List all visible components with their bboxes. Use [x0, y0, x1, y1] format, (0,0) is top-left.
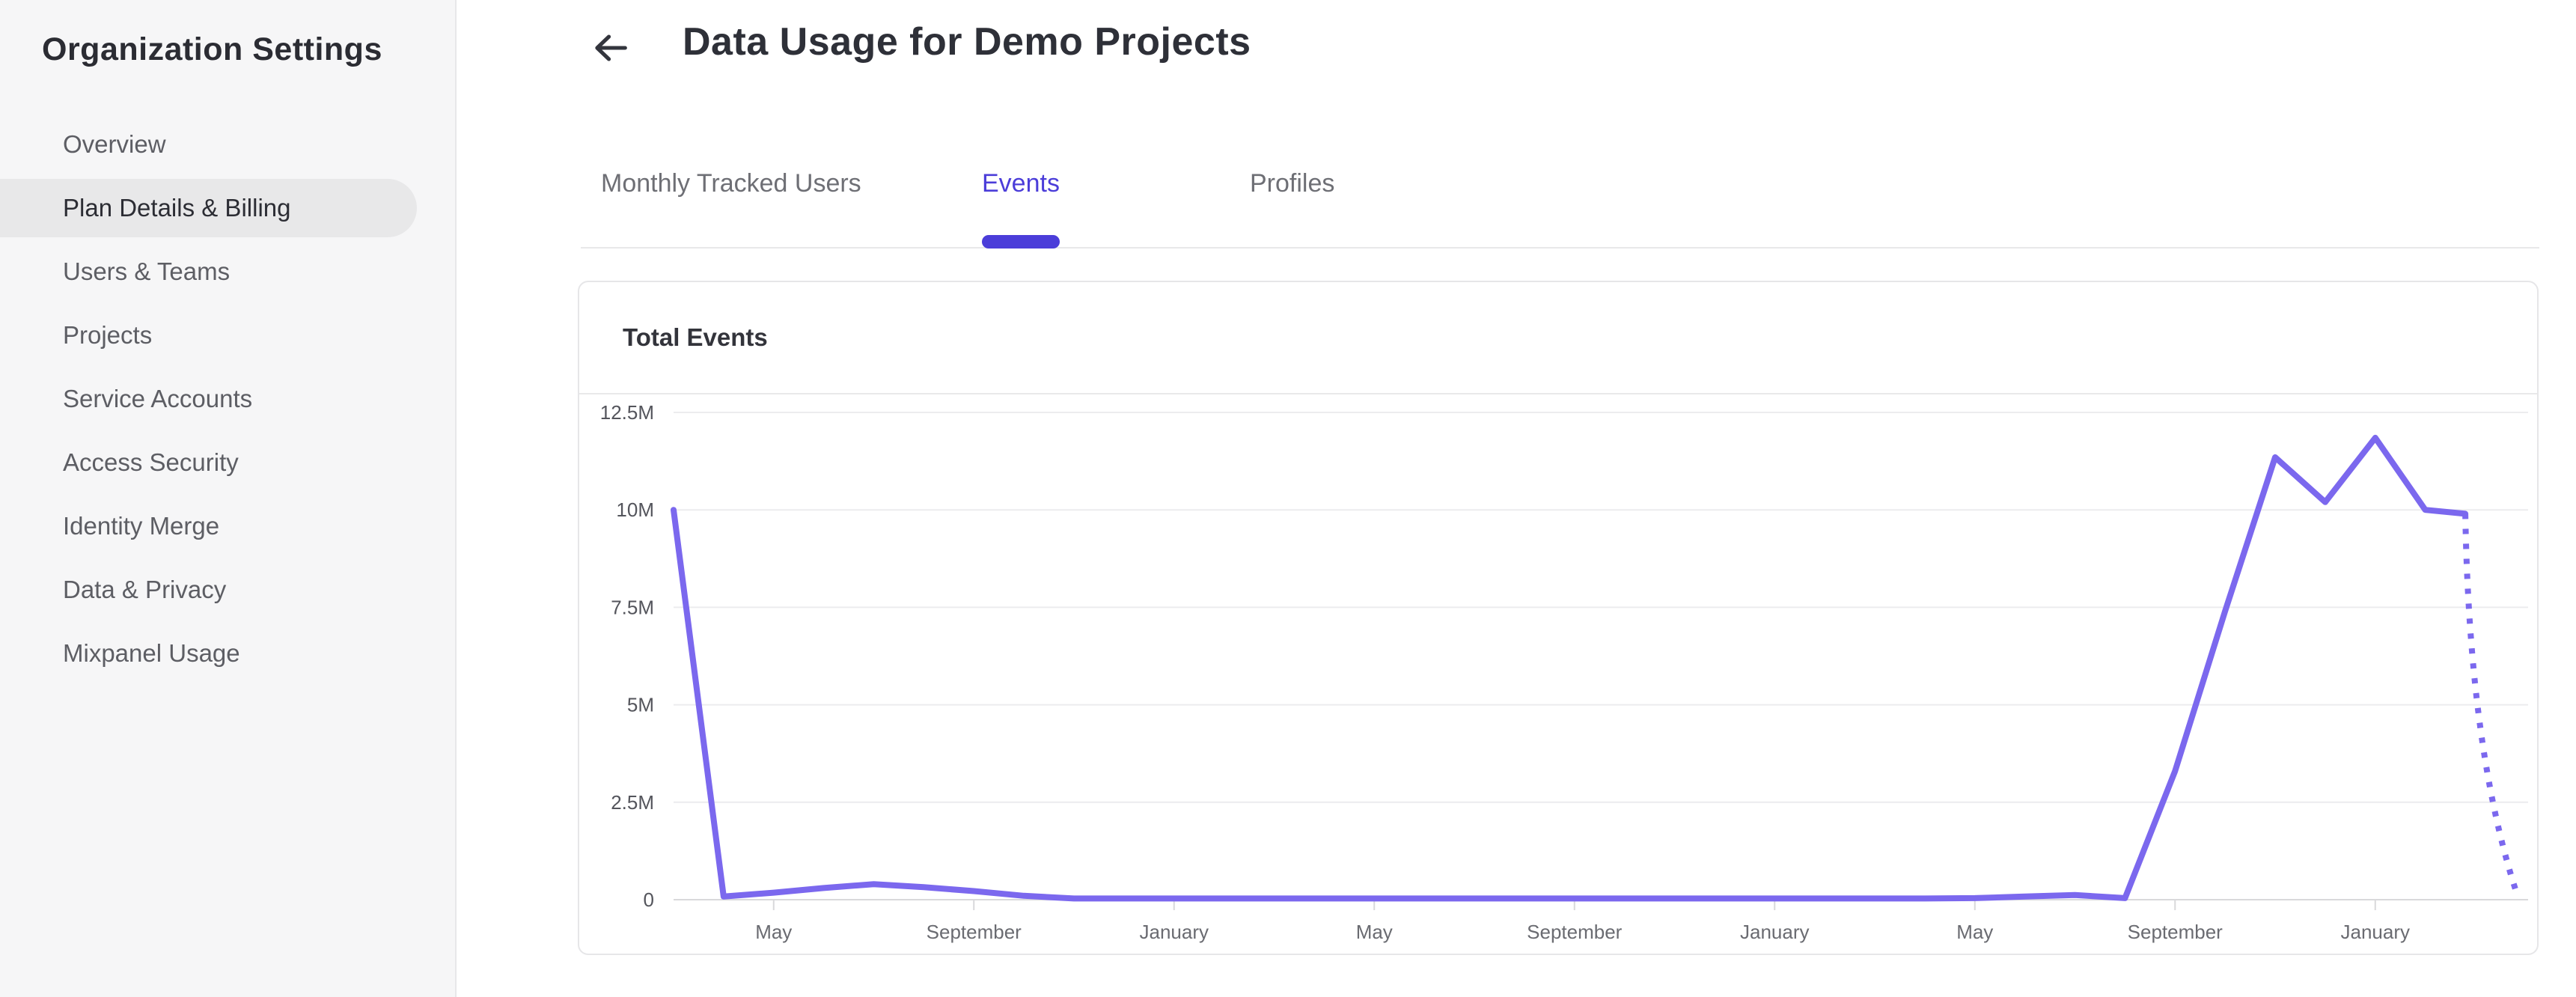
total-events-chart-plot[interactable]: 0 2.5M 5M 7.5M 10M 12.5M May September January Ma… [579, 396, 2536, 954]
x-axis-label: May [1356, 921, 1393, 943]
main-content: Data Usage for Demo Projects Monthly Tra… [458, 0, 2576, 997]
total-events-projected-line[interactable] [2462, 513, 2518, 891]
tab-bar-divider [581, 247, 2539, 249]
tab-profiles[interactable]: Profiles [1250, 169, 1335, 198]
sidebar-item-label: Identity Merge [63, 512, 220, 540]
y-axis-label: 12.5M [600, 401, 654, 424]
y-axis-label: 10M [616, 498, 654, 521]
sidebar-item-label: Data & Privacy [63, 576, 227, 603]
sidebar-item-service-accounts[interactable]: Service Accounts [0, 370, 417, 428]
sidebar-item-plan-details-billing[interactable]: Plan Details & Billing [0, 179, 417, 237]
sidebar-item-label: Users & Teams [63, 257, 231, 285]
sidebar-item-label: Service Accounts [63, 385, 253, 412]
left-arrow-icon [595, 34, 627, 61]
sidebar-nav: Overview Plan Details & Billing Users & Te… [0, 115, 457, 688]
x-axis-label: January [1740, 921, 1810, 943]
card-header: Total Events [579, 282, 2537, 394]
sidebar-item-overview[interactable]: Overview [0, 115, 417, 174]
x-axis-label: May [755, 921, 792, 943]
sidebar-item-users-teams[interactable]: Users & Teams [0, 243, 417, 301]
x-axis-label: September [1527, 921, 1623, 943]
total-events-line[interactable] [671, 434, 2469, 902]
sidebar-item-label: Plan Details & Billing [63, 194, 291, 222]
sidebar: Organization Settings Overview Plan Detai… [0, 0, 457, 997]
sidebar-item-access-security[interactable]: Access Security [0, 433, 417, 492]
sidebar-item-label: Access Security [63, 448, 239, 476]
sidebar-item-label: Projects [63, 321, 153, 349]
x-axis-label: January [1140, 921, 1209, 943]
y-axis-label: 2.5M [611, 791, 654, 814]
page-title: Data Usage for Demo Projects [683, 20, 1251, 64]
total-events-chart[interactable]: 0 2.5M 5M 7.5M 10M 12.5M May September January Ma… [579, 396, 2536, 954]
sidebar-item-label: Mixpanel Usage [63, 639, 240, 667]
x-axis-label: January [2341, 921, 2411, 943]
x-axis-label: September [2128, 921, 2224, 943]
back-button[interactable] [587, 24, 635, 72]
sidebar-item-data-privacy[interactable]: Data & Privacy [0, 561, 417, 619]
sidebar-item-projects[interactable]: Projects [0, 306, 417, 365]
sidebar-item-mixpanel-usage[interactable]: Mixpanel Usage [0, 624, 417, 683]
tab-bar: Monthly Tracked Users Events Profiles [581, 166, 2542, 249]
y-axis-label: 5M [627, 694, 654, 716]
card-title: Total Events [623, 323, 768, 351]
y-axis-label: 0 [644, 888, 654, 911]
tab-monthly-tracked-users[interactable]: Monthly Tracked Users [601, 169, 861, 198]
y-axis-label: 7.5M [611, 596, 654, 618]
active-tab-underline [982, 235, 1060, 249]
sidebar-item-label: Overview [63, 130, 166, 158]
sidebar-item-identity-merge[interactable]: Identity Merge [0, 497, 417, 555]
x-axis-label: May [1956, 921, 1993, 943]
total-events-card: Total Events 0 2.5M 5M 7.5M 10M 12.5M May Septe… [578, 281, 2539, 955]
x-axis-label: September [927, 921, 1022, 943]
sidebar-title: Organization Settings [42, 31, 382, 67]
tab-events[interactable]: Events [982, 169, 1060, 198]
